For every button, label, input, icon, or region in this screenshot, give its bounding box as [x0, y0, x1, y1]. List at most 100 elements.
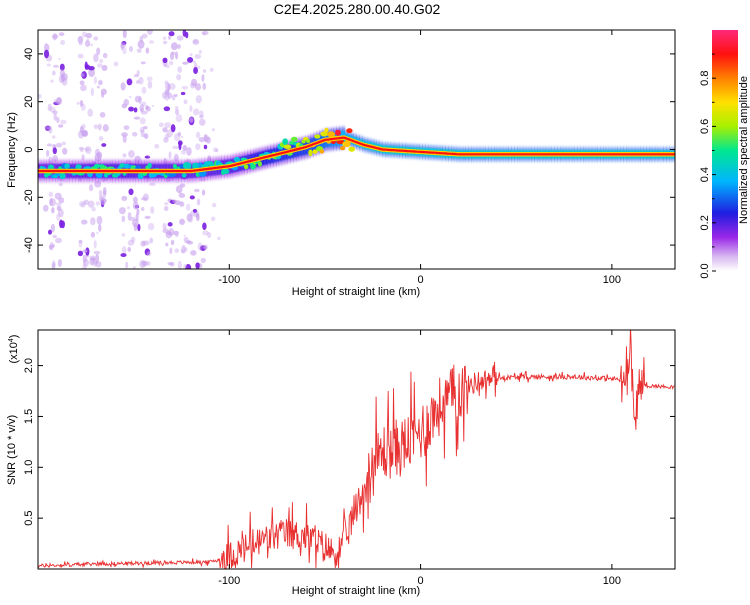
- spectrogram-speckle: [96, 231, 99, 235]
- spectrogram-speckle: [192, 208, 198, 213]
- spectrogram-speckle: [93, 240, 97, 249]
- spectrogram-speckle: [84, 61, 88, 70]
- spectrogram-speckle: [174, 109, 180, 116]
- spectrogram-speckle: [42, 204, 49, 212]
- spectrogram-blob: [346, 128, 353, 134]
- spectrogram-speckle: [167, 262, 174, 266]
- spectrogram-speckle: [123, 125, 130, 130]
- spectrogram-speckle: [172, 145, 179, 150]
- spectrogram-speckle: [139, 35, 144, 43]
- spectrogram-speckle: [139, 107, 144, 112]
- spectrogram-speckle: [198, 137, 205, 143]
- spectrogram-speckle: [84, 147, 90, 152]
- spectrogram-speckle: [186, 213, 193, 222]
- spectrogram-ticks: -100 0 100 40 20 0 -20 -40: [23, 30, 675, 286]
- spectrogram-speckle: [50, 79, 54, 83]
- snr-ylabel: SNR (10 * v/v): [6, 415, 18, 485]
- spectrogram-speckle: [172, 199, 177, 203]
- spectrogram-speckle: [52, 147, 57, 155]
- spectrogram-speckle: [163, 136, 169, 143]
- colorbar-tick-label: 0.2: [699, 215, 711, 230]
- spectrogram-speckle: [96, 85, 100, 89]
- spectrogram-panel: -100 0 100 40 20 0 -20 -40 Height of straight l…: [6, 29, 676, 298]
- spectrogram-speckle: [77, 250, 84, 257]
- spectrogram-speckle: [202, 230, 209, 236]
- spectrogram-speckle: [80, 148, 84, 153]
- spectrogram-speckle: [121, 195, 128, 201]
- spectrogram-speckle: [51, 262, 56, 269]
- snr-scale-label: (x104): [8, 335, 20, 364]
- spectrogram-speckle: [85, 146, 92, 154]
- spectrogram-speckle: [102, 52, 108, 59]
- spectrogram-speckle: [79, 201, 85, 207]
- spectrogram-speckle: [183, 264, 187, 269]
- spectrogram-blob: [320, 131, 328, 137]
- spectrogram-speckle: [93, 36, 99, 41]
- spectrogram-speckle: [128, 150, 135, 158]
- spectrogram-speckle: [62, 147, 68, 155]
- spectrogram-speckle: [52, 235, 57, 239]
- spectrogram-speckle: [80, 72, 85, 78]
- spectrogram-speckle: [102, 124, 109, 132]
- spectrogram-speckle: [146, 251, 152, 257]
- snr-ytick-label: 1.0: [23, 460, 35, 475]
- spectrogram-speckle: [181, 245, 187, 254]
- spectrogram-speckle: [186, 147, 192, 156]
- spectrogram-speckle: [177, 260, 182, 269]
- spectrogram-speckle: [89, 255, 96, 261]
- spectrogram-speckle: [175, 233, 179, 238]
- spectrogram-speckle: [146, 30, 153, 35]
- spectrogram-speckle: [195, 143, 201, 151]
- spectrogram-blob: [181, 173, 187, 178]
- spectrogram-speckle: [38, 94, 42, 99]
- spectrogram-speckle: [140, 110, 148, 115]
- spectrogram-speckle: [203, 244, 208, 250]
- spectrogram-speckle: [79, 100, 84, 107]
- spectrogram-speckle: [93, 53, 99, 63]
- spectrogram-speckle: [99, 196, 103, 200]
- spectrogram-speckle: [99, 112, 106, 118]
- spectrogram-speckle: [190, 78, 198, 87]
- spectrogram-speckle: [197, 242, 203, 251]
- spectrogram-speckle: [162, 40, 168, 45]
- spectrogram-speckle: [176, 73, 182, 81]
- spectrogram-speckle: [180, 135, 184, 139]
- spectrogram-speckle: [170, 124, 176, 133]
- spectrogram-speckle: [91, 206, 96, 212]
- spectrogram-speckle: [168, 31, 175, 37]
- spectrogram-speckle: [95, 201, 101, 206]
- spectrogram-blob: [282, 138, 288, 146]
- spectrogram-speckle: [168, 82, 176, 90]
- spectrogram-speckle: [121, 103, 128, 109]
- spectrogram-speckle: [180, 91, 186, 96]
- spectrogram-speckle: [119, 207, 126, 215]
- spectrogram-speckle: [127, 246, 132, 252]
- spectrogram-speckle: [177, 44, 181, 49]
- spectrogram-speckle: [93, 250, 101, 255]
- spectrogram-speckle: [161, 91, 168, 99]
- spectrogram-speckle: [99, 58, 104, 64]
- spectrogram-speckle: [165, 242, 169, 247]
- snr-ytick-label: 1.5: [23, 409, 35, 424]
- spectrogram-speckle: [199, 110, 204, 118]
- spectrogram-speckle: [195, 83, 202, 91]
- spectrogram-speckle: [180, 200, 184, 204]
- snr-ticks: -100 0 100 0.5 1.0 1.5 2.0: [23, 330, 675, 587]
- spectrogram-speckle: [167, 92, 173, 99]
- spectrogram-speckle: [102, 187, 107, 195]
- spectrogram-speckle: [202, 222, 207, 231]
- colorbar-tick-label: 0.4: [699, 167, 711, 182]
- spectrogram-speckle: [164, 202, 169, 206]
- spectrogram-speckle: [83, 199, 89, 205]
- spectrogram-blob: [283, 144, 292, 149]
- spectrogram-blob: [343, 140, 351, 148]
- snr-frame: [38, 330, 675, 569]
- spectrogram-speckle: [178, 141, 182, 151]
- spectrogram-speckle: [121, 215, 126, 223]
- spectrogram-speckle: [44, 43, 47, 46]
- spectrogram-speckle: [196, 198, 201, 206]
- spectrogram-speckle: [93, 76, 97, 85]
- spectrogram-speckle: [167, 83, 171, 91]
- spectrogram-speckle: [141, 260, 149, 266]
